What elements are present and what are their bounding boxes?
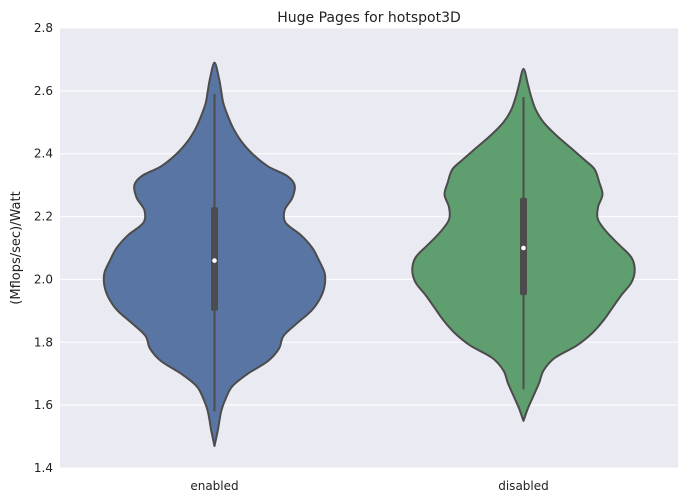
violin-layer xyxy=(102,61,636,447)
y-tick-label: 1.8 xyxy=(34,335,53,349)
x-tick-labels: enabled disabled xyxy=(190,479,548,493)
y-tick-label: 2.8 xyxy=(34,21,53,35)
violin-disabled xyxy=(411,67,636,422)
y-tick-label: 2.6 xyxy=(34,84,53,98)
violin-enabled xyxy=(102,61,327,447)
x-tick-label: enabled xyxy=(190,479,238,493)
violin-median-point xyxy=(212,258,217,263)
y-tick-label: 2.2 xyxy=(34,210,53,224)
y-tick-labels: 1.4 1.6 1.8 2.0 2.2 2.4 2.6 2.8 xyxy=(34,21,53,475)
y-tick-label: 2.4 xyxy=(34,147,53,161)
y-axis-label: (Mflops/sec)/Watt xyxy=(9,191,24,304)
x-tick-label: disabled xyxy=(498,479,549,493)
y-tick-label: 1.6 xyxy=(34,398,53,412)
violin-median-point xyxy=(521,245,526,251)
y-tick-label: 1.4 xyxy=(34,461,53,475)
chart-title: Huge Pages for hotspot3D xyxy=(277,10,461,26)
y-tick-label: 2.0 xyxy=(34,272,53,286)
